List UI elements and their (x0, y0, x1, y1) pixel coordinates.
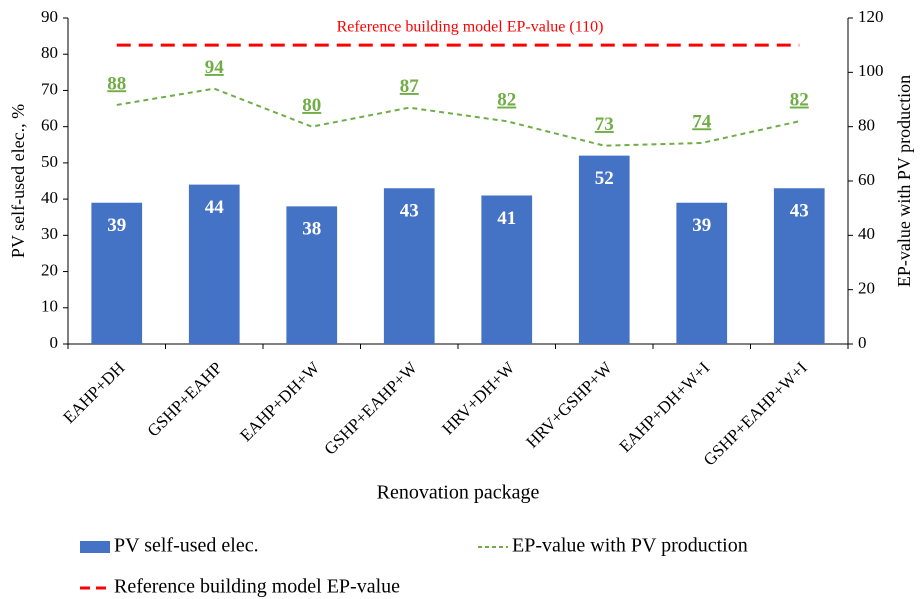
bar (481, 195, 533, 344)
bar-label: 39 (107, 215, 126, 236)
x-tick-label: HRV+GSHP+W (522, 357, 616, 451)
x-tick-label: EAHP+DH+W+I (615, 358, 713, 456)
bar (91, 202, 143, 344)
y-tick-label: 60 (41, 116, 58, 135)
y2-tick-label: 20 (858, 279, 875, 298)
line-label: 88 (107, 73, 126, 94)
line-label: 87 (400, 76, 420, 97)
x-tick-label: HRV+DH+W (438, 357, 519, 438)
bar-label: 38 (302, 219, 321, 240)
line-label: 82 (790, 90, 809, 111)
bar (676, 202, 728, 344)
x-tick-label: GSHP+EAHP (143, 358, 225, 440)
bar (286, 206, 338, 344)
y-tick-label: 30 (41, 224, 58, 243)
legend-label: PV self-used elec. (114, 535, 259, 557)
x-tick-label: EAHP+DH+W (236, 357, 324, 445)
legend-label: EP-value with PV production (512, 535, 748, 557)
bar-label: 44 (205, 197, 225, 218)
x-tick-label: GSHP+EAHP+W (320, 357, 421, 458)
bar (773, 188, 825, 344)
y2-tick-label: 60 (858, 170, 875, 189)
bar-label: 43 (790, 201, 809, 222)
line-label: 74 (692, 111, 712, 132)
annotation: Reference building model EP-value (110) (337, 19, 604, 36)
bar-label: 43 (400, 201, 419, 222)
legend-swatch (80, 541, 110, 553)
y2-tick-label: 100 (858, 61, 884, 80)
y-tick-label: 10 (41, 297, 58, 316)
line-label: 82 (497, 90, 516, 111)
y2-tick-label: 40 (858, 224, 875, 243)
legend-label: Reference building model EP-value (114, 576, 400, 598)
bar (188, 184, 240, 344)
y-tick-label: 90 (41, 7, 58, 26)
bar-label: 52 (595, 168, 614, 189)
y-tick-label: 50 (41, 152, 58, 171)
line-label: 73 (595, 114, 614, 135)
bar (383, 188, 435, 344)
bar-label: 41 (497, 208, 516, 229)
x-tick-label: EAHP+DH (59, 358, 128, 427)
y-tick-label: 0 (50, 333, 59, 352)
y2-axis-title: EP-value with PV production (894, 75, 914, 287)
y-tick-label: 40 (41, 188, 58, 207)
bar-label: 39 (692, 215, 711, 236)
y2-tick-label: 0 (858, 333, 867, 352)
x-tick-label: GSHP+EAHP+W+I (700, 358, 811, 469)
x-axis-title: Renovation package (377, 482, 540, 504)
line-label: 80 (302, 95, 321, 116)
y2-tick-label: 120 (858, 7, 884, 26)
bar (578, 155, 630, 344)
line-label: 94 (205, 57, 225, 78)
y-tick-label: 20 (41, 260, 58, 279)
y-axis-title: PV self-used elec., % (8, 104, 28, 258)
line (116, 87, 800, 147)
y2-tick-label: 80 (858, 116, 875, 135)
y-tick-label: 70 (41, 79, 58, 98)
y-tick-label: 80 (41, 43, 58, 62)
